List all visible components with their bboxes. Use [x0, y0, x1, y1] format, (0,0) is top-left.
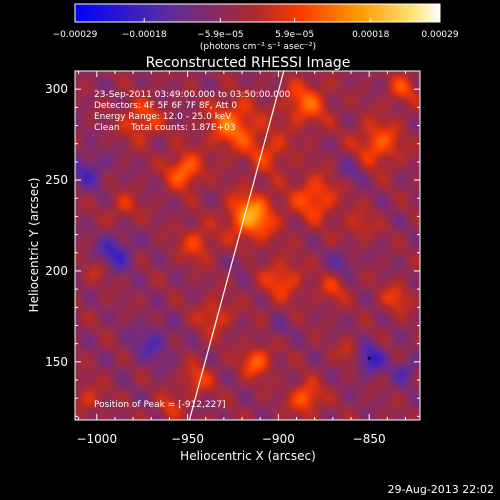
colorbar-ticks: −0.00029 −0.00018 −5.9e−05 5.9e−05 0.00018 0.…: [53, 18, 459, 40]
x-axis-label: Heliocentric X (arcsec): [180, 449, 316, 463]
y-axis-label: Heliocentric Y (arcsec): [27, 178, 41, 313]
colorbar-tick-label: −0.00018: [122, 30, 167, 40]
solar-limb-line: [188, 71, 285, 420]
y-tick-label: 200: [45, 264, 68, 278]
info-annotations: 23-Sep-2011 03:49:00.000 to 03:50:00.000…: [94, 90, 291, 410]
peak-marker: [367, 356, 371, 360]
colorbar-unit-label: (photons cm⁻² s⁻¹ asec⁻²): [200, 42, 316, 52]
chart-title: Reconstructed RHESSI Image: [146, 55, 351, 71]
y-tick-label: 250: [45, 173, 68, 187]
y-axis: 150 200 250 300: [45, 70, 420, 417]
colorbar-tick-label: 5.9e−05: [275, 30, 314, 40]
x-tick-label: −950: [171, 432, 204, 446]
peak-position-text: Position of Peak = [-912,227]: [94, 400, 226, 410]
time-range-text: 23-Sep-2011 03:49:00.000 to 03:50:00.000: [94, 90, 291, 100]
x-axis: −1000 −950 −900 −850: [76, 71, 406, 446]
footer-timestamp: 29-Aug-2013 22:02: [388, 483, 494, 496]
x-tick-label: −1000: [76, 432, 117, 446]
colorbar: [74, 3, 441, 23]
detectors-text: Detectors: 4F 5F 6F 7F 8F, Att 0: [94, 101, 237, 111]
x-tick-label: −900: [262, 432, 295, 446]
clean-counts-text: Clean Total counts: 1.87E+03: [94, 123, 236, 133]
y-tick-label: 150: [45, 355, 68, 369]
colorbar-tick-label: 0.00029: [421, 30, 458, 40]
energy-range-text: Energy Range: 12.0 - 25.0 keV: [94, 112, 232, 122]
heatmap-image: [75, 71, 420, 420]
colorbar-tick-label: −0.00029: [53, 30, 98, 40]
plot-frame: [74, 70, 421, 421]
y-tick-label: 300: [45, 82, 68, 96]
colorbar-tick-label: −5.9e−05: [197, 30, 243, 40]
colorbar-tick-label: 0.00018: [352, 30, 389, 40]
x-tick-label: −850: [353, 432, 386, 446]
